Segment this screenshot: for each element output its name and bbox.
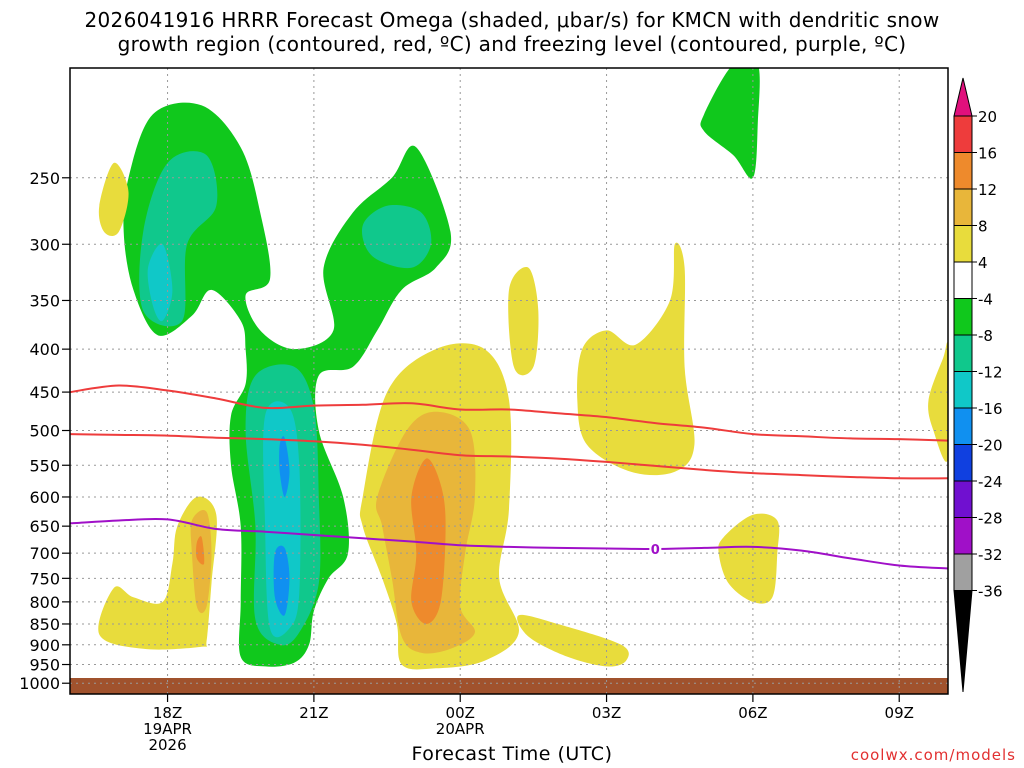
freezing-level-label: 0 [651, 543, 660, 558]
colorbar-label-0: 20 [978, 108, 997, 126]
x-tick-label-2-2: 2026 [148, 736, 186, 754]
colorbar-label-2: 12 [978, 181, 997, 199]
colorbar-band-0 [953, 115, 973, 153]
freezing-level-label-bg [649, 540, 662, 557]
omega-shading-layer [98, 68, 948, 670]
x-tick-label-11-0: 03Z [592, 704, 621, 722]
y-tick-label-350: 350 [29, 291, 60, 310]
omega-region-4-0 [98, 162, 129, 237]
omega-region-4-5 [577, 242, 695, 476]
plot-frame [69, 67, 949, 695]
y-tick-label-400: 400 [29, 340, 60, 359]
omega-region-4-7 [928, 342, 948, 462]
x-tick-label-17-0: 09Z [885, 704, 914, 722]
x-axis-label: Forecast Time (UTC) [411, 743, 613, 765]
colorbar-label-7: -12 [978, 364, 1003, 382]
ground-band [70, 678, 948, 694]
colorbar-label-10: -24 [978, 473, 1003, 491]
y-tick-label-450: 450 [29, 383, 60, 402]
colorbar: 20 16 12 8 4 -4 -8 -12 -16 -20 -24 -28 -32 -36 [953, 77, 1003, 693]
y-axis: 250 300 350 400 450 500 550 600 650 700 750 800 850 9… [19, 169, 70, 693]
chart-title-line2: growth region (contoured, red, ºC) and f… [117, 32, 907, 56]
colorbar-label-1: 16 [978, 145, 997, 163]
omega-region-0-1 [700, 68, 760, 179]
colorbar-band-4 [953, 261, 973, 299]
colorbar-label-6: -8 [978, 327, 993, 345]
omega-region-4-6 [718, 513, 780, 604]
colorbar-band-7 [953, 371, 973, 409]
omega-region-4-4 [508, 267, 539, 376]
x-tick-label-8-1: 20APR [436, 720, 485, 738]
colorbar-label-4: 4 [978, 254, 988, 272]
grid-lines [70, 68, 948, 694]
series-line-2 [70, 517, 948, 570]
y-tick-label-1000: 1000 [19, 674, 60, 693]
x-tick-label-8-0: 00Z [446, 704, 475, 722]
y-tick-label-900: 900 [29, 636, 60, 655]
colorbar-band-12 [953, 553, 973, 591]
y-tick-label-750: 750 [29, 569, 60, 588]
omega-region-2-0 [147, 243, 173, 322]
colorbar-label-3: 8 [978, 218, 988, 236]
x-tick-label-2-0: 18Z [153, 704, 182, 722]
y-tick-label-950: 950 [29, 656, 60, 675]
y-tick-label-650: 650 [29, 517, 60, 536]
omega-region-2-1 [263, 401, 301, 638]
colorbar-band-6 [953, 334, 973, 372]
colorbar-band-2 [953, 188, 973, 226]
y-tick-label-550: 550 [29, 456, 60, 475]
omega-region-4-3 [517, 614, 629, 667]
colorbar-top-arrow [953, 77, 973, 117]
colorbar-band-1 [953, 152, 973, 190]
colorbar-band-10 [953, 480, 973, 518]
colorbar-band-9 [953, 444, 973, 482]
omega-region-3-0 [279, 436, 290, 497]
contour-lines-layer: 0 [70, 384, 948, 570]
colorbar-label-13: -36 [978, 583, 1003, 601]
y-tick-label-600: 600 [29, 488, 60, 507]
colorbar-label-5: -4 [978, 291, 993, 309]
omega-region-1-1 [361, 205, 432, 269]
x-tick-label-14-0: 06Z [738, 704, 767, 722]
credit-link[interactable]: coolwx.com/models [850, 746, 1016, 764]
y-tick-label-850: 850 [29, 615, 60, 634]
colorbar-label-11: -28 [978, 510, 1003, 528]
colorbar-bottom-arrow [953, 590, 973, 693]
colorbar-band-5 [953, 298, 973, 336]
omega-region-3-1 [273, 545, 290, 616]
x-tick-label-5-0: 21Z [299, 704, 328, 722]
y-tick-label-800: 800 [29, 593, 60, 612]
chart-title-line1: 2026041916 HRRR Forecast Omega (shaded, … [84, 8, 940, 32]
y-tick-label-700: 700 [29, 544, 60, 563]
colorbar-label-9: -20 [978, 437, 1003, 455]
series-line-1 [70, 433, 948, 480]
x-tick-label-2-1: 19APR [143, 720, 192, 738]
colorbar-band-3 [953, 225, 973, 263]
y-tick-label-300: 300 [29, 235, 60, 254]
omega-region-6-1 [411, 458, 446, 624]
omega-region-4-1 [98, 496, 217, 650]
omega-region-6-0 [196, 536, 205, 565]
colorbar-band-11 [953, 517, 973, 555]
series-line-0 [70, 384, 948, 442]
y-tick-label-250: 250 [29, 169, 60, 188]
colorbar-label-12: -32 [978, 546, 1003, 564]
y-tick-label-500: 500 [29, 422, 60, 441]
colorbar-band-8 [953, 407, 973, 445]
colorbar-label-8: -16 [978, 400, 1003, 418]
